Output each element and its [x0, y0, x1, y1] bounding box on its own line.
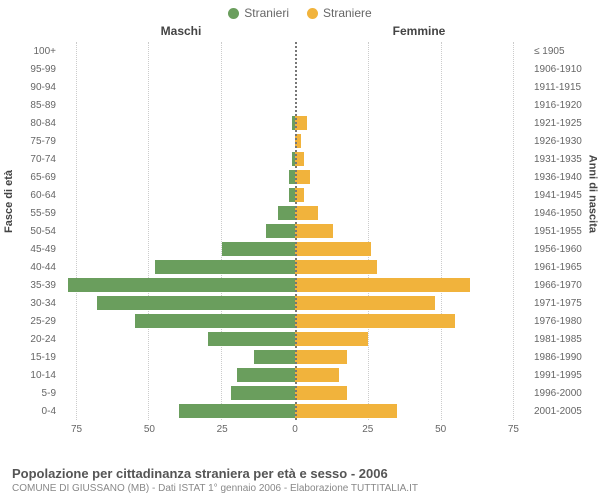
legend-swatch-male	[228, 8, 239, 19]
year-label: 1926-1930	[530, 132, 588, 150]
age-label: 5-9	[12, 384, 60, 402]
year-label: 1991-1995	[530, 366, 588, 384]
x-tick: 0	[292, 424, 298, 435]
age-label: 85-89	[12, 96, 60, 114]
x-tick: 25	[217, 424, 228, 435]
age-label: 95-99	[12, 60, 60, 78]
bar-male	[231, 386, 295, 400]
bar-female	[295, 296, 435, 310]
year-label: 1911-1915	[530, 78, 588, 96]
age-label: 10-14	[12, 366, 60, 384]
y-axis-year-labels: ≤ 19051906-19101911-19151916-19201921-19…	[530, 42, 588, 420]
population-pyramid-chart: Maschi Femmine Fasce di età Anni di nasc…	[12, 24, 588, 442]
legend-item-female: Straniere	[307, 6, 372, 20]
bar-male	[68, 278, 295, 292]
age-label: 25-29	[12, 312, 60, 330]
x-axis: 75 50 25 0 25 50 75	[62, 424, 528, 438]
year-label: 1986-1990	[530, 348, 588, 366]
age-label: 20-24	[12, 330, 60, 348]
year-label: 1946-1950	[530, 204, 588, 222]
year-label: 1941-1945	[530, 186, 588, 204]
chart-subtitle: COMUNE DI GIUSSANO (MB) - Dati ISTAT 1° …	[12, 483, 588, 494]
year-label: 1981-1985	[530, 330, 588, 348]
year-label: 2001-2005	[530, 402, 588, 420]
legend: Stranieri Straniere	[0, 0, 600, 20]
year-label: 1966-1970	[530, 276, 588, 294]
bar-male	[135, 314, 295, 328]
column-title-female: Femmine	[300, 24, 588, 38]
x-tick: 50	[144, 424, 155, 435]
year-label: 1906-1910	[530, 60, 588, 78]
bar-female	[295, 386, 347, 400]
year-label: 1976-1980	[530, 312, 588, 330]
year-label: 1916-1920	[530, 96, 588, 114]
bar-female	[295, 314, 455, 328]
column-title-male: Maschi	[12, 24, 300, 38]
age-label: 15-19	[12, 348, 60, 366]
bar-male	[208, 332, 295, 346]
plot-area	[62, 42, 528, 420]
year-label: 1996-2000	[530, 384, 588, 402]
bar-female	[295, 242, 371, 256]
age-label: 60-64	[12, 186, 60, 204]
chart-footer: Popolazione per cittadinanza straniera p…	[12, 466, 588, 494]
legend-label-female: Straniere	[323, 6, 372, 20]
year-label: 1921-1925	[530, 114, 588, 132]
chart-title: Popolazione per cittadinanza straniera p…	[12, 466, 588, 481]
bar-female	[295, 206, 318, 220]
age-label: 90-94	[12, 78, 60, 96]
bar-male	[237, 368, 295, 382]
age-label: 70-74	[12, 150, 60, 168]
bar-male	[155, 260, 295, 274]
age-label: 75-79	[12, 132, 60, 150]
bar-female	[295, 260, 377, 274]
age-label: 65-69	[12, 168, 60, 186]
x-tick: 75	[71, 424, 82, 435]
age-label: 100+	[12, 42, 60, 60]
bar-female	[295, 170, 310, 184]
year-label: 1931-1935	[530, 150, 588, 168]
bar-female	[295, 350, 347, 364]
bar-male	[97, 296, 295, 310]
bar-male	[222, 242, 295, 256]
age-label: 55-59	[12, 204, 60, 222]
x-tick: 75	[508, 424, 519, 435]
bar-male	[278, 206, 295, 220]
bar-female	[295, 332, 368, 346]
age-label: 0-4	[12, 402, 60, 420]
year-label: ≤ 1905	[530, 42, 588, 60]
bar-female	[295, 278, 470, 292]
legend-item-male: Stranieri	[228, 6, 289, 20]
x-tick: 50	[435, 424, 446, 435]
age-label: 45-49	[12, 240, 60, 258]
year-label: 1971-1975	[530, 294, 588, 312]
year-label: 1956-1960	[530, 240, 588, 258]
bar-female	[295, 224, 333, 238]
age-label: 80-84	[12, 114, 60, 132]
bar-female	[295, 368, 339, 382]
age-label: 50-54	[12, 222, 60, 240]
year-label: 1961-1965	[530, 258, 588, 276]
age-label: 40-44	[12, 258, 60, 276]
legend-swatch-female	[307, 8, 318, 19]
center-axis-line	[295, 42, 297, 420]
y-axis-age-labels: 100+95-9990-9485-8980-8475-7970-7465-696…	[12, 42, 60, 420]
year-label: 1951-1955	[530, 222, 588, 240]
age-label: 35-39	[12, 276, 60, 294]
legend-label-male: Stranieri	[244, 6, 289, 20]
bar-male	[266, 224, 295, 238]
bar-male	[254, 350, 295, 364]
year-label: 1936-1940	[530, 168, 588, 186]
age-label: 30-34	[12, 294, 60, 312]
bar-female	[295, 404, 397, 418]
bar-male	[179, 404, 296, 418]
x-tick: 25	[362, 424, 373, 435]
